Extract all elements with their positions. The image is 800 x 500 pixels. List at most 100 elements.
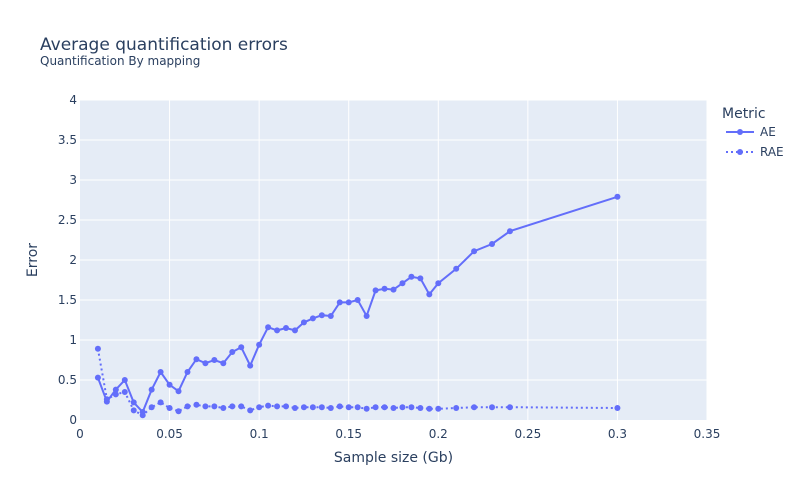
data-point[interactable] bbox=[426, 405, 433, 412]
data-point[interactable] bbox=[166, 405, 173, 411]
data-point[interactable] bbox=[354, 297, 361, 303]
data-point[interactable] bbox=[121, 377, 128, 383]
data-point[interactable] bbox=[489, 404, 496, 411]
data-point[interactable] bbox=[381, 404, 388, 411]
legend[interactable]: Metric AE RAE bbox=[722, 106, 784, 159]
data-point[interactable] bbox=[148, 386, 155, 393]
data-point[interactable] bbox=[211, 403, 218, 410]
data-point[interactable] bbox=[471, 404, 478, 411]
data-point[interactable] bbox=[417, 275, 424, 282]
data-point[interactable] bbox=[130, 407, 137, 414]
data-point[interactable] bbox=[283, 403, 290, 410]
data-point[interactable] bbox=[408, 273, 415, 280]
data-point[interactable] bbox=[112, 391, 119, 398]
data-point[interactable] bbox=[506, 228, 513, 235]
data-point[interactable] bbox=[336, 403, 343, 410]
data-point[interactable] bbox=[363, 313, 370, 319]
data-point[interactable] bbox=[175, 388, 182, 395]
data-point[interactable] bbox=[184, 369, 191, 375]
data-point[interactable] bbox=[265, 324, 272, 331]
y-tick-label: 1 bbox=[69, 333, 77, 347]
data-point[interactable] bbox=[318, 312, 325, 319]
data-point[interactable] bbox=[157, 369, 164, 375]
data-point[interactable] bbox=[345, 299, 352, 306]
data-point[interactable] bbox=[614, 405, 621, 411]
data-point[interactable] bbox=[220, 360, 227, 367]
data-point[interactable] bbox=[229, 403, 236, 410]
data-point[interactable] bbox=[274, 403, 281, 410]
data-point[interactable] bbox=[435, 405, 442, 412]
data-point[interactable] bbox=[247, 362, 254, 369]
data-point[interactable] bbox=[390, 286, 397, 293]
data-point[interactable] bbox=[372, 404, 379, 411]
x-tick-label: 0.2 bbox=[429, 427, 448, 441]
data-point[interactable] bbox=[256, 341, 263, 348]
data-point[interactable] bbox=[238, 403, 245, 410]
data-point[interactable] bbox=[291, 327, 298, 334]
data-point[interactable] bbox=[229, 349, 236, 355]
data-point[interactable] bbox=[238, 344, 245, 351]
data-point[interactable] bbox=[265, 402, 272, 409]
chart-title: Average quantification errors bbox=[40, 35, 288, 55]
data-point[interactable] bbox=[193, 356, 200, 363]
y-tick-label: 1.5 bbox=[58, 293, 77, 307]
data-point[interactable] bbox=[148, 404, 155, 411]
data-point[interactable] bbox=[202, 403, 209, 410]
data-point[interactable] bbox=[130, 399, 137, 406]
data-point[interactable] bbox=[256, 404, 263, 411]
data-point[interactable] bbox=[327, 313, 334, 319]
data-point[interactable] bbox=[372, 287, 379, 294]
data-point[interactable] bbox=[399, 404, 406, 411]
data-point[interactable] bbox=[211, 357, 218, 363]
data-point[interactable] bbox=[274, 327, 281, 334]
data-point[interactable] bbox=[300, 404, 307, 411]
x-tick-label: 0.3 bbox=[608, 427, 627, 441]
data-point[interactable] bbox=[489, 241, 496, 247]
legend-item-ae[interactable]: AE bbox=[726, 125, 776, 139]
data-point[interactable] bbox=[309, 315, 316, 322]
data-point[interactable] bbox=[175, 408, 182, 415]
data-point[interactable] bbox=[408, 404, 415, 411]
data-point[interactable] bbox=[453, 265, 460, 272]
data-point[interactable] bbox=[318, 404, 325, 411]
data-point[interactable] bbox=[506, 404, 513, 411]
data-point[interactable] bbox=[291, 405, 298, 411]
data-point[interactable] bbox=[121, 389, 128, 395]
data-point[interactable] bbox=[399, 280, 406, 287]
data-point[interactable] bbox=[345, 404, 352, 411]
data-point[interactable] bbox=[426, 291, 433, 298]
data-point[interactable] bbox=[336, 299, 343, 306]
data-point[interactable] bbox=[184, 403, 191, 410]
data-point[interactable] bbox=[139, 412, 146, 419]
data-point[interactable] bbox=[300, 319, 307, 326]
data-point[interactable] bbox=[220, 405, 227, 411]
data-point[interactable] bbox=[166, 381, 173, 388]
data-point[interactable] bbox=[453, 405, 460, 411]
x-tick-label: 0.35 bbox=[694, 427, 721, 441]
data-point[interactable] bbox=[103, 396, 110, 403]
data-point[interactable] bbox=[247, 407, 254, 414]
data-point[interactable] bbox=[327, 405, 334, 411]
data-point[interactable] bbox=[193, 401, 200, 408]
data-point[interactable] bbox=[471, 248, 478, 255]
data-point[interactable] bbox=[309, 404, 316, 411]
data-point[interactable] bbox=[363, 405, 370, 412]
data-point[interactable] bbox=[94, 374, 101, 381]
data-point[interactable] bbox=[112, 386, 119, 393]
data-point[interactable] bbox=[94, 345, 101, 352]
data-point[interactable] bbox=[157, 399, 164, 406]
data-point[interactable] bbox=[390, 405, 397, 411]
legend-item-rae[interactable]: RAE bbox=[726, 145, 784, 159]
y-tick-label: 4 bbox=[69, 93, 77, 107]
series-rae[interactable] bbox=[94, 345, 621, 419]
data-point[interactable] bbox=[381, 285, 388, 292]
data-point[interactable] bbox=[417, 405, 424, 411]
data-point[interactable] bbox=[354, 404, 361, 411]
x-tick-label: 0.25 bbox=[514, 427, 541, 441]
x-tick-label: 0.15 bbox=[335, 427, 362, 441]
data-point[interactable] bbox=[202, 360, 209, 367]
data-point[interactable] bbox=[435, 280, 442, 287]
data-point[interactable] bbox=[283, 325, 290, 331]
data-point[interactable] bbox=[614, 193, 621, 200]
series-ae[interactable] bbox=[94, 193, 621, 415]
